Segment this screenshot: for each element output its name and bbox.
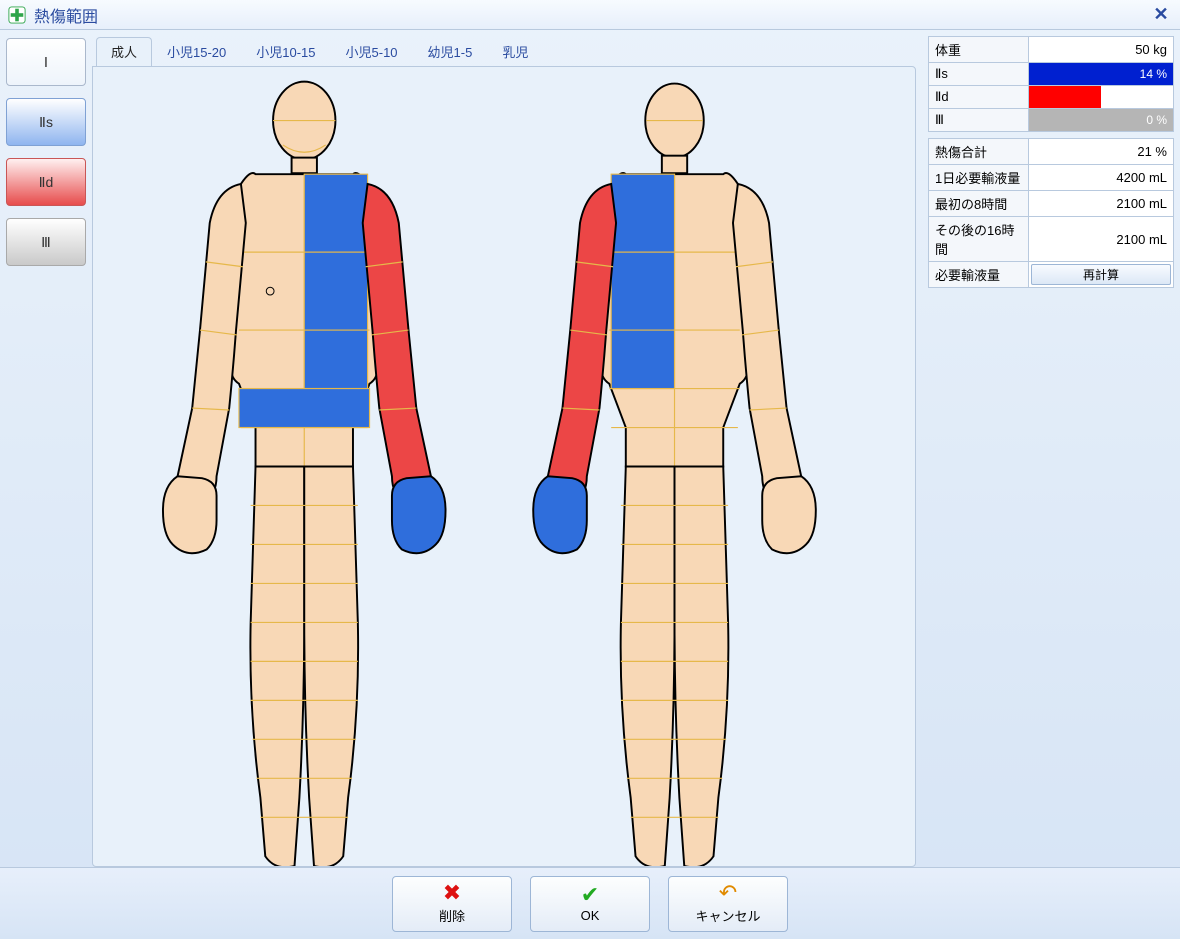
weight-label: 体重 (929, 37, 1029, 63)
recalc-label: 必要輸液量 (929, 262, 1029, 288)
ok-icon: ✔ (581, 884, 599, 906)
calc-value-1: 4200 mL (1029, 165, 1174, 191)
degree-button-IId[interactable]: Ⅱd (6, 158, 86, 206)
calc-label-0: 熱傷合計 (929, 139, 1029, 165)
delete-label: 削除 (439, 906, 465, 925)
tab-adult[interactable]: 成人 (96, 37, 152, 67)
age-tabs: 成人小児15-20小児10-15小児5-10幼児1-5乳児 (92, 36, 916, 66)
cancel-button[interactable]: ↶ キャンセル (668, 876, 788, 932)
recalc-button[interactable]: 再計算 (1031, 264, 1171, 285)
bar-label-IId: Ⅱd (929, 86, 1029, 109)
center-panel: 成人小児15-20小児10-15小児5-10幼児1-5乳児 (92, 30, 922, 867)
close-icon[interactable]: ✕ (1150, 4, 1172, 26)
calc-value-0: 21 % (1029, 139, 1174, 165)
degree-summary-table: 体重 50 kg Ⅱs14 %Ⅱd7 %Ⅲ0 % (928, 36, 1174, 132)
summary-column: 体重 50 kg Ⅱs14 %Ⅱd7 %Ⅲ0 % 熱傷合計21 %1日必要輸液量… (922, 30, 1180, 867)
window-title: 熱傷範囲 (34, 3, 1150, 27)
calc-table: 熱傷合計21 %1日必要輸液量4200 mL最初の8時間2100 mLその後の1… (928, 138, 1174, 288)
delete-icon: ✖ (443, 882, 461, 904)
calc-value-3: 2100 mL (1029, 217, 1174, 262)
bar-label-IIs: Ⅱs (929, 63, 1029, 86)
bar-value-III: 0 % (1029, 109, 1174, 132)
calc-label-1: 1日必要輸液量 (929, 165, 1029, 191)
delete-button[interactable]: ✖ 削除 (392, 876, 512, 932)
bar-value-IId: 7 % (1029, 86, 1174, 109)
calc-label-3: その後の16時間 (929, 217, 1029, 262)
body-diagram-panel (92, 66, 916, 867)
ok-button[interactable]: ✔ OK (530, 876, 650, 932)
ok-label: OK (581, 908, 600, 923)
degree-button-III[interactable]: Ⅲ (6, 218, 86, 266)
body-svg[interactable] (93, 67, 915, 866)
tab-c5-10[interactable]: 小児5-10 (331, 37, 413, 67)
footer: ✖ 削除 ✔ OK ↶ キャンセル (0, 867, 1180, 939)
medical-cross-icon (8, 6, 26, 24)
bar-label-III: Ⅲ (929, 109, 1029, 132)
tab-infant[interactable]: 乳児 (487, 37, 543, 67)
titlebar: 熱傷範囲 ✕ (0, 0, 1180, 30)
degree-column: Ⅰ Ⅱs Ⅱd Ⅲ (0, 30, 92, 867)
degree-button-I[interactable]: Ⅰ (6, 38, 86, 86)
degree-button-IIs[interactable]: Ⅱs (6, 98, 86, 146)
bar-value-IIs: 14 % (1029, 63, 1174, 86)
cancel-icon: ↶ (719, 882, 737, 904)
weight-value: 50 kg (1029, 37, 1174, 63)
tab-c15-20[interactable]: 小児15-20 (152, 37, 241, 67)
calc-label-2: 最初の8時間 (929, 191, 1029, 217)
tab-c10-15[interactable]: 小児10-15 (241, 37, 330, 67)
tab-i1-5[interactable]: 幼児1-5 (413, 37, 488, 67)
cancel-label: キャンセル (695, 906, 760, 925)
calc-value-2: 2100 mL (1029, 191, 1174, 217)
